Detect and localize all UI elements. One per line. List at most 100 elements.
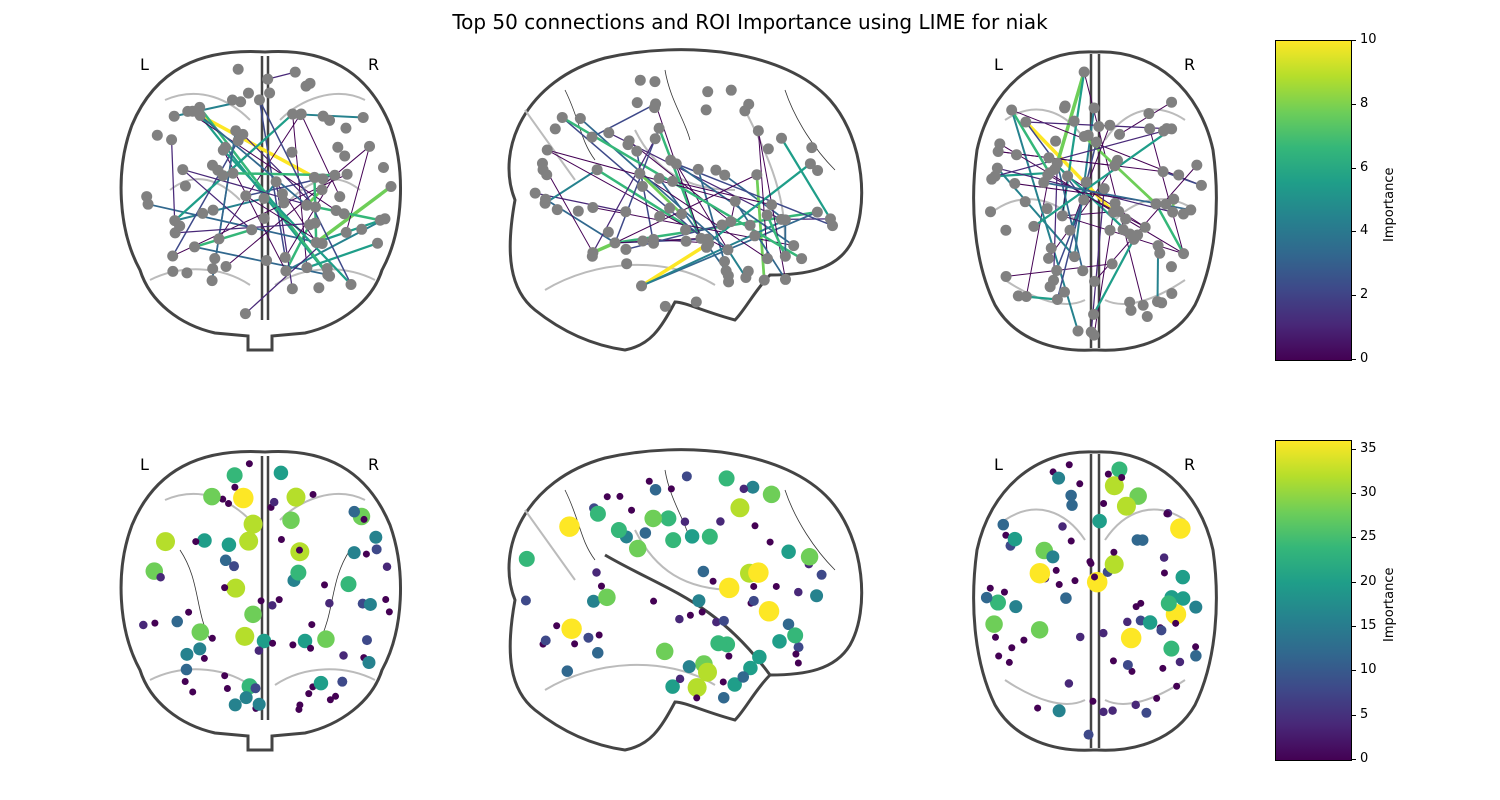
connection-line	[306, 242, 378, 269]
roi-node	[168, 110, 180, 122]
roi-node	[788, 240, 800, 252]
roi-node	[549, 123, 561, 135]
colorbar-tick-label: 35	[1360, 440, 1377, 456]
right-hemisphere-label: R	[1184, 455, 1196, 474]
roi-importance-marker	[1104, 554, 1124, 574]
roi-node	[332, 141, 344, 153]
roi-node	[1157, 166, 1169, 178]
roi-importance-marker	[597, 582, 605, 590]
roi-node	[334, 191, 346, 203]
roi-node	[301, 262, 313, 274]
roi-importance-marker	[307, 644, 315, 652]
roi-importance-marker	[156, 573, 165, 582]
roi-node	[1056, 210, 1068, 222]
colorbar-tickmark	[1351, 626, 1356, 628]
roi-node	[603, 127, 615, 139]
connection-line	[734, 200, 787, 280]
roi-node	[1051, 265, 1063, 277]
roi-node	[212, 164, 224, 176]
roi-importance-marker	[1160, 595, 1177, 612]
roi-importance-marker	[1099, 628, 1108, 638]
roi-importance-marker	[1160, 569, 1168, 577]
roi-importance-marker	[1172, 619, 1180, 627]
roi-node	[725, 84, 737, 96]
roi-node	[232, 135, 244, 147]
roi-importance-marker	[718, 470, 735, 487]
roi-node	[1069, 251, 1081, 263]
roi-importance-marker	[1052, 704, 1066, 718]
roi-node	[824, 213, 836, 225]
roi-node	[239, 308, 251, 320]
roi-node	[1020, 291, 1032, 303]
roi-importance-marker	[1128, 667, 1136, 675]
roi-importance-marker	[800, 548, 819, 566]
roi-node	[322, 269, 334, 281]
roi-node	[1166, 287, 1178, 299]
roi-importance-marker	[628, 539, 647, 558]
roi-importance-marker	[1156, 625, 1167, 636]
roi-importance-marker	[992, 633, 1000, 641]
roi-importance-marker	[782, 618, 795, 630]
roi-importance-marker	[250, 683, 261, 694]
roi-node	[177, 164, 189, 176]
roi-node	[310, 237, 322, 249]
colorbar-tick-label: 10	[1360, 32, 1377, 47]
roi-node	[1085, 326, 1097, 338]
roi-node	[749, 230, 761, 242]
connection-line	[218, 114, 301, 240]
roi-node	[1045, 242, 1057, 254]
roi-importance-marker	[592, 647, 604, 659]
roi-importance-marker	[794, 587, 803, 597]
connection-line	[561, 116, 803, 260]
roi-importance-marker	[649, 483, 662, 496]
connection-line	[1048, 165, 1116, 259]
roi-node	[1020, 116, 1032, 128]
roi-importance-marker	[1030, 621, 1049, 639]
roi-importance-marker	[235, 626, 255, 646]
roi-importance-marker	[717, 691, 730, 704]
roi-importance-marker	[710, 635, 727, 652]
roi-importance-marker	[180, 663, 193, 676]
roi-node	[690, 296, 702, 308]
roi-node	[1059, 100, 1071, 112]
connection-line	[187, 110, 337, 211]
roi-node	[258, 192, 270, 204]
roi-node	[1006, 104, 1018, 116]
roi-importance-marker	[171, 615, 183, 628]
brain-outline	[972, 450, 1218, 752]
roi-importance-marker	[660, 510, 677, 527]
connection-line	[1083, 135, 1157, 205]
roi-node	[680, 235, 692, 247]
roi-importance-marker	[1159, 553, 1169, 562]
roi-node	[1000, 270, 1012, 282]
roi-importance-marker	[687, 678, 707, 698]
roi-importance-marker	[256, 633, 272, 649]
roi-importance-marker	[269, 497, 279, 507]
roi-node	[719, 169, 731, 181]
roi-node	[1185, 204, 1197, 216]
roi-node	[631, 145, 643, 157]
colorbar-tick-label: 2	[1360, 287, 1369, 303]
roi-importance-marker	[362, 550, 370, 558]
roi-importance-marker	[363, 597, 377, 611]
roi-importance-marker	[561, 665, 574, 677]
roi-node	[804, 158, 816, 170]
roi-node	[1191, 159, 1203, 171]
roi-importance-marker	[682, 660, 696, 674]
roi-node	[1080, 176, 1092, 188]
roi-node	[1106, 258, 1118, 270]
roi-importance-marker	[692, 594, 706, 608]
roi-importance-marker	[151, 619, 159, 627]
roi-node	[540, 193, 552, 205]
roi-node	[1011, 149, 1023, 161]
connection-line	[765, 214, 787, 257]
roi-node	[189, 241, 201, 253]
roi-node	[702, 86, 714, 98]
roi-importance-marker	[1055, 581, 1063, 589]
connection-line	[707, 162, 812, 244]
roi-importance-marker	[610, 522, 627, 539]
roi-importance-marker	[816, 569, 827, 580]
connection-line	[182, 169, 253, 231]
roi-node	[377, 161, 389, 173]
connection-line	[780, 137, 832, 220]
